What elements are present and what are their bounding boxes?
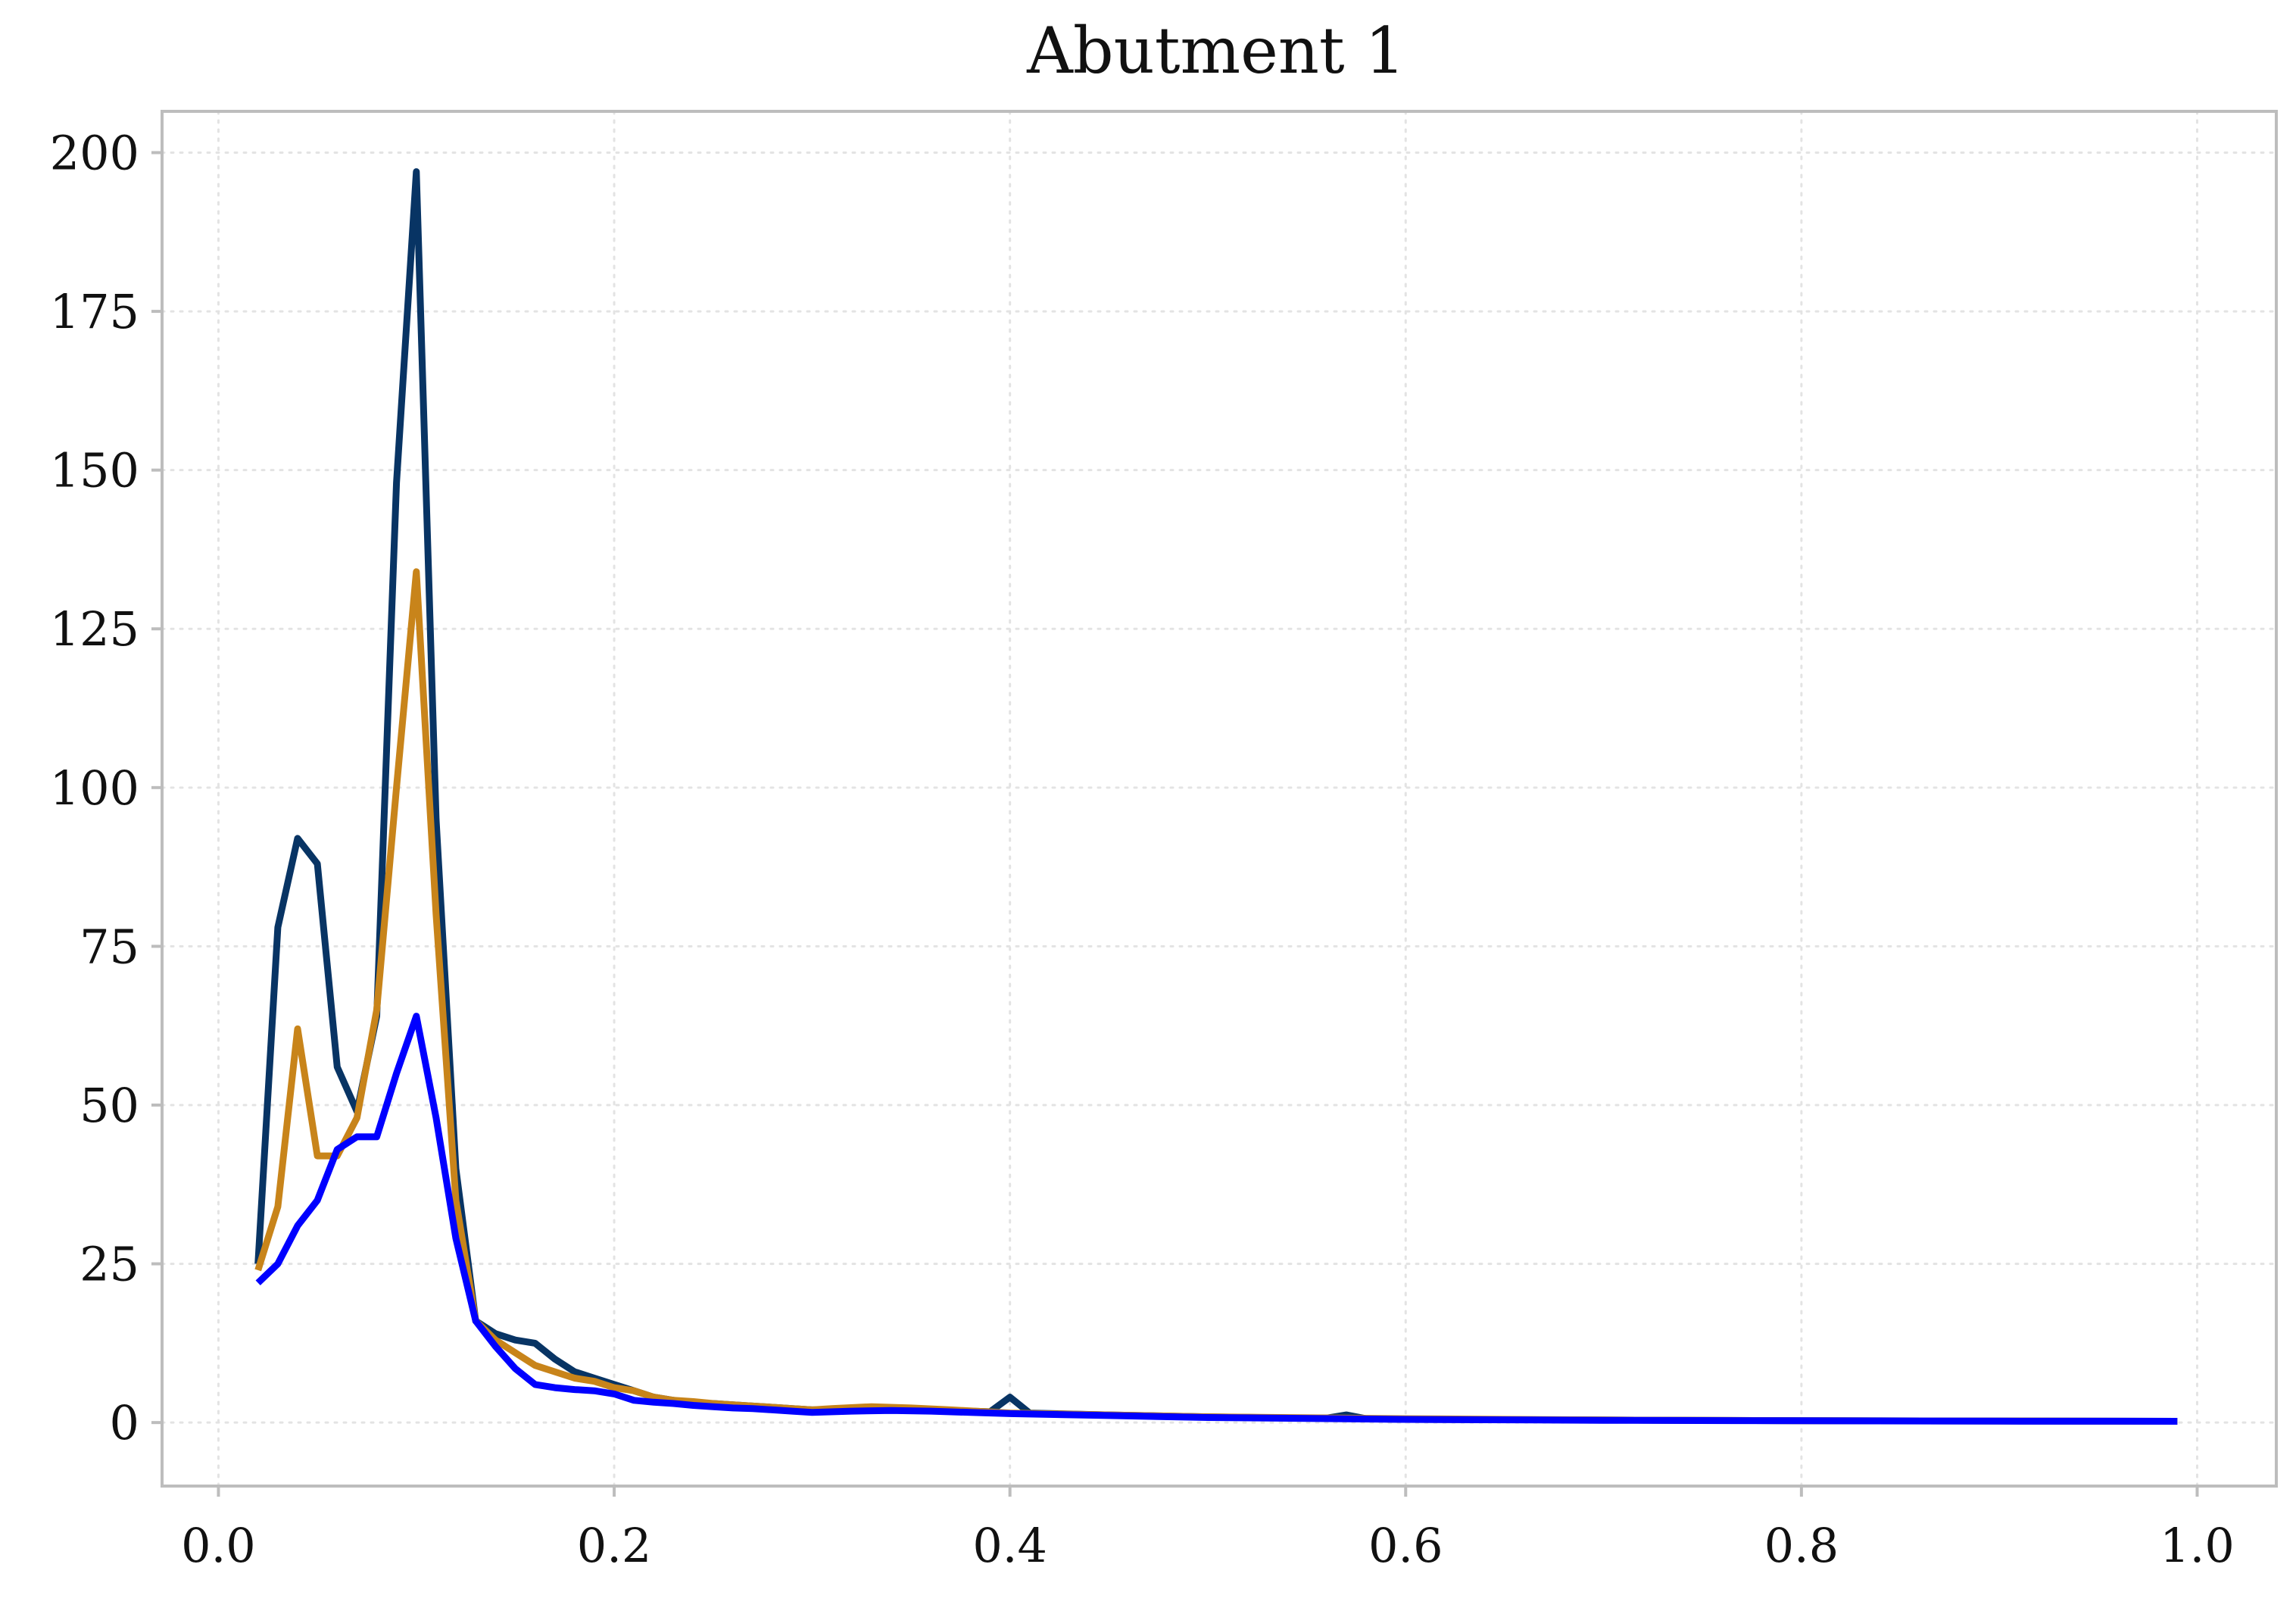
series-line-3	[255, 1013, 2178, 1425]
tick-layer: 0.0 0.2 0.4 0.6 0.8 1.0 0 25 50 75 100 125 150 175 200	[50, 125, 2235, 1573]
x-tick-label: 0.0	[181, 1518, 256, 1573]
x-tick-label: 0.8	[1764, 1518, 1839, 1573]
y-tick-label: 200	[50, 125, 139, 180]
y-tick-label: 150	[50, 443, 139, 498]
x-tick-label: 0.4	[972, 1518, 1047, 1573]
y-tick-label: 50	[80, 1078, 139, 1133]
plot-frame	[161, 110, 2278, 1488]
x-tick-label: 1.0	[2160, 1518, 2235, 1573]
chart-title: Abutment 1	[1026, 14, 1405, 88]
y-tick-label: 75	[80, 919, 139, 974]
y-tick-label: 100	[50, 760, 139, 816]
y-tick-label: 175	[50, 284, 139, 339]
series-layer	[254, 168, 2178, 1425]
y-tick-label: 25	[80, 1237, 139, 1292]
x-tick-label: 0.2	[577, 1518, 652, 1573]
y-tick-label: 0	[110, 1395, 139, 1450]
x-tick-label: 0.6	[1368, 1518, 1443, 1573]
y-tick-label: 125	[50, 601, 139, 657]
